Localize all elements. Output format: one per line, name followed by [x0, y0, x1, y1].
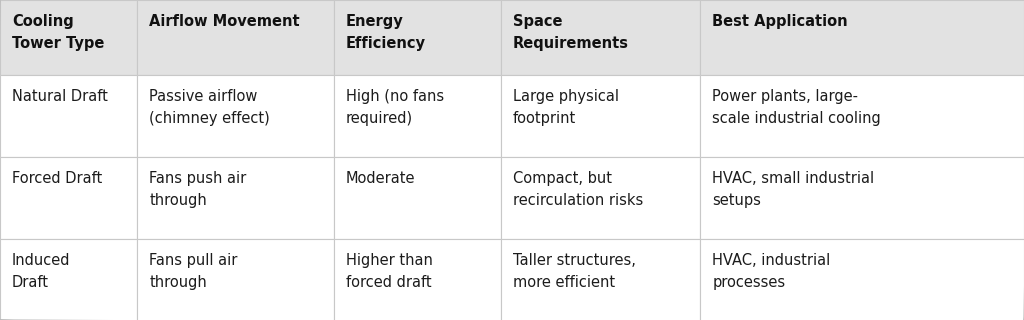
Bar [137, 0, 334, 75]
Bar [334, 157, 501, 239]
Text: Fans push air
through: Fans push air through [150, 171, 247, 208]
Bar [137, 75, 334, 157]
Text: Airflow Movement: Airflow Movement [150, 14, 300, 29]
Bar [700, 75, 1024, 157]
Text: Best Application: Best Application [713, 14, 848, 29]
Text: Energy
Efficiency: Energy Efficiency [346, 14, 426, 51]
Text: Moderate: Moderate [346, 171, 416, 186]
Text: Space
Requirements: Space Requirements [513, 14, 629, 51]
Bar [501, 157, 700, 239]
Bar [137, 157, 334, 239]
Bar [700, 0, 1024, 75]
Bar [0, 0, 137, 75]
Text: Large physical
footprint: Large physical footprint [513, 89, 618, 126]
Text: Forced Draft: Forced Draft [12, 171, 102, 186]
Text: Compact, but
recirculation risks: Compact, but recirculation risks [513, 171, 643, 208]
Bar [700, 239, 1024, 320]
Text: Natural Draft: Natural Draft [12, 89, 108, 104]
Bar [137, 239, 334, 320]
Text: Higher than
forced draft: Higher than forced draft [346, 253, 433, 290]
Text: Passive airflow
(chimney effect): Passive airflow (chimney effect) [150, 89, 270, 126]
Bar [700, 157, 1024, 239]
Text: Fans pull air
through: Fans pull air through [150, 253, 238, 290]
Bar [501, 75, 700, 157]
Bar [334, 239, 501, 320]
Bar [334, 0, 501, 75]
Bar [501, 239, 700, 320]
Text: Induced
Draft: Induced Draft [12, 253, 71, 290]
Bar [0, 75, 137, 157]
Bar [501, 0, 700, 75]
Bar [0, 239, 137, 320]
Text: Taller structures,
more efficient: Taller structures, more efficient [513, 253, 636, 290]
Text: HVAC, small industrial
setups: HVAC, small industrial setups [713, 171, 874, 208]
Text: High (no fans
required): High (no fans required) [346, 89, 444, 126]
Bar [334, 75, 501, 157]
Text: Cooling
Tower Type: Cooling Tower Type [12, 14, 104, 51]
Bar [0, 157, 137, 239]
Text: HVAC, industrial
processes: HVAC, industrial processes [713, 253, 830, 290]
Text: Power plants, large-
scale industrial cooling: Power plants, large- scale industrial co… [713, 89, 882, 126]
